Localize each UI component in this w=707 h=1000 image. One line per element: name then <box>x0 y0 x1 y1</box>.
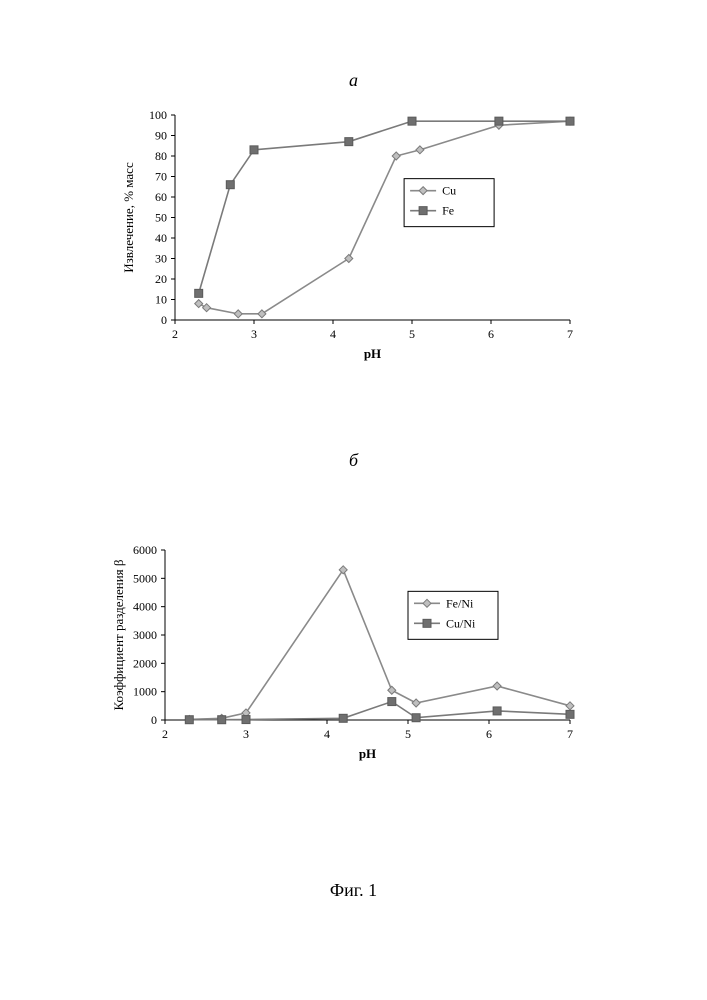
svg-text:Извлечение, % масс: Извлечение, % масс <box>121 162 136 273</box>
svg-text:50: 50 <box>155 211 167 225</box>
svg-text:7: 7 <box>567 327 573 341</box>
svg-text:Cu: Cu <box>442 184 456 198</box>
panel-a-label: а <box>349 70 358 91</box>
svg-text:10: 10 <box>155 293 167 307</box>
svg-text:30: 30 <box>155 252 167 266</box>
svg-text:2: 2 <box>162 727 168 741</box>
svg-text:0: 0 <box>161 313 167 327</box>
svg-text:5: 5 <box>409 327 415 341</box>
svg-text:70: 70 <box>155 170 167 184</box>
svg-text:80: 80 <box>155 149 167 163</box>
svg-text:20: 20 <box>155 272 167 286</box>
svg-text:5: 5 <box>405 727 411 741</box>
svg-text:5000: 5000 <box>133 571 157 585</box>
svg-text:pH: pH <box>364 346 381 361</box>
svg-text:7: 7 <box>567 727 573 741</box>
svg-text:3000: 3000 <box>133 628 157 642</box>
svg-text:60: 60 <box>155 190 167 204</box>
svg-text:6: 6 <box>486 727 492 741</box>
svg-text:pH: pH <box>359 746 376 761</box>
svg-text:100: 100 <box>149 108 167 122</box>
svg-text:4000: 4000 <box>133 600 157 614</box>
svg-text:Коэффициент разделения β: Коэффициент разделения β <box>111 559 126 710</box>
panel-b-label: б <box>349 450 358 471</box>
page: а 0102030405060708090100234567pHИзвлечен… <box>0 0 707 1000</box>
svg-text:6000: 6000 <box>133 543 157 557</box>
svg-text:Fe: Fe <box>442 204 454 218</box>
figure-caption: Фиг. 1 <box>330 880 377 901</box>
svg-text:0: 0 <box>151 713 157 727</box>
svg-text:Cu/Ni: Cu/Ni <box>446 616 476 630</box>
chart-a: 0 10 20 30 40 50 60 70 80 90 100 2 3 4 5 6 7 pH Извлечение… <box>120 105 580 365</box>
svg-text:2: 2 <box>172 327 178 341</box>
svg-text:3: 3 <box>251 327 257 341</box>
svg-text:3: 3 <box>243 727 249 741</box>
svg-text:40: 40 <box>155 231 167 245</box>
svg-text:4: 4 <box>324 727 330 741</box>
svg-text:Fe/Ni: Fe/Ni <box>446 596 474 610</box>
svg-text:4: 4 <box>330 327 336 341</box>
svg-text:90: 90 <box>155 129 167 143</box>
svg-text:2000: 2000 <box>133 656 157 670</box>
svg-text:6: 6 <box>488 327 494 341</box>
chart-b: 0 1000 2000 3000 4000 5000 6000 2 3 4 5 6 7 pH Коэффиц… <box>110 540 580 765</box>
svg-text:1000: 1000 <box>133 685 157 699</box>
